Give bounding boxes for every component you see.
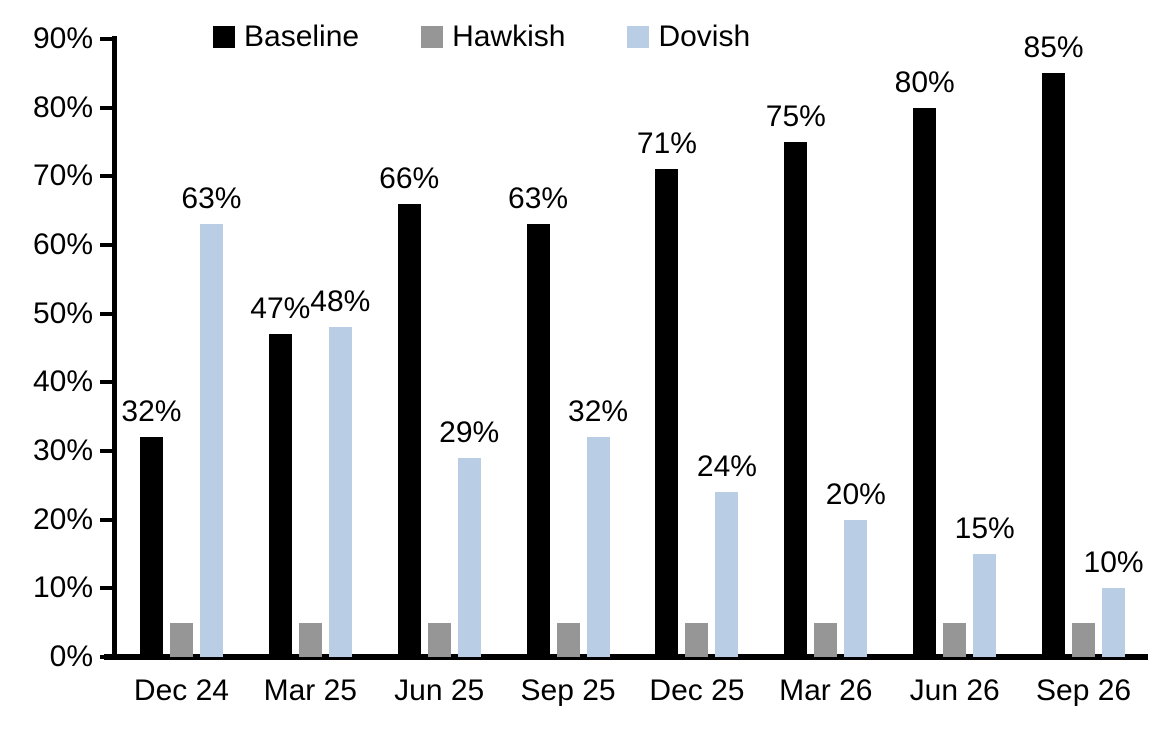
x-label-sep-26: Sep 26 bbox=[1036, 674, 1132, 707]
x-label-jun-25: Jun 25 bbox=[394, 674, 485, 707]
bar-baseline-jun-25: 66% bbox=[379, 162, 439, 657]
data-label-baseline-sep-25: 63% bbox=[508, 182, 569, 216]
x-label-dec-25: Dec 25 bbox=[649, 674, 745, 707]
y-tick-label-50-: 50% bbox=[32, 296, 93, 330]
x-axis-line bbox=[104, 654, 1148, 660]
data-label-baseline-mar-26: 75% bbox=[765, 100, 826, 133]
bar-baseline-mar-26: 75% bbox=[766, 100, 826, 657]
bar-group-sep-26: 85% 10% bbox=[1019, 31, 1148, 657]
bar-group-mar-25: 47% 48% bbox=[246, 39, 375, 657]
legend-item-dovish: Dovish bbox=[627, 22, 750, 52]
data-label-dovish-sep-25: 32% bbox=[568, 395, 629, 429]
data-label-baseline-dec-25: 71% bbox=[636, 127, 697, 161]
y-tick-label-10-: 10% bbox=[32, 571, 93, 605]
y-tick-mark-90- bbox=[100, 37, 113, 41]
bar-baseline-dec-25: 71% bbox=[637, 127, 697, 657]
bar-baseline-sep-25: 63% bbox=[508, 182, 568, 657]
y-tick-label-80-: 80% bbox=[32, 90, 93, 124]
y-axis: 0% 10% 20% 30% 40% 50% 60% 70% 80% 90% bbox=[0, 22, 117, 673]
y-tick-label-40-: 40% bbox=[32, 365, 93, 399]
bar-dovish-mar-25: 48% bbox=[310, 285, 370, 657]
data-label-baseline-mar-25: 47% bbox=[250, 292, 311, 326]
bar-hawkish-sep-26 bbox=[1072, 622, 1096, 657]
y-tick-label-0-: 0% bbox=[49, 640, 93, 673]
bar-baseline-jun-26: 80% bbox=[895, 66, 955, 657]
y-axis-line bbox=[112, 36, 117, 658]
y-tick-mark-10- bbox=[100, 586, 113, 591]
data-label-baseline-jun-25: 66% bbox=[379, 161, 440, 195]
bar-dovish-jun-26: 15% bbox=[955, 512, 1015, 657]
bars-layer: 32% 63% 47% 48% 66% 29% 63% 32% 71% 24% 75% 20% 80% 1… bbox=[117, 31, 1148, 657]
legend: Baseline Hawkish Dovish bbox=[213, 22, 750, 52]
bar-baseline-mar-25: 47% bbox=[250, 292, 310, 657]
y-tick-mark-30- bbox=[100, 449, 113, 453]
y-tick-mark-80- bbox=[100, 105, 113, 110]
bar-group-dec-25: 71% 24% bbox=[633, 39, 762, 657]
plot-area: 32% 63% 47% 48% 66% 29% 63% 32% 71% 24% 75% 20% 80% 1… bbox=[117, 31, 1148, 657]
bar-dovish-dec-24: 63% bbox=[181, 182, 241, 657]
x-axis-labels: Dec 24 Mar 25 Jun 25 Sep 25 Dec 25 Mar 26 Jun … bbox=[117, 674, 1148, 708]
x-label-jun-26: Jun 26 bbox=[909, 674, 1000, 707]
x-label-mar-25: Mar 25 bbox=[263, 674, 357, 707]
bar-baseline-dec-24: 32% bbox=[121, 395, 181, 657]
legend-swatch-hawkish bbox=[421, 26, 444, 48]
bar-baseline-sep-26: 85% bbox=[1024, 31, 1084, 657]
x-label-sep-25: Sep 25 bbox=[520, 674, 616, 707]
legend-item-hawkish: Hawkish bbox=[421, 22, 565, 52]
y-tick-label-90-: 90% bbox=[32, 22, 93, 55]
data-label-dovish-dec-25: 24% bbox=[696, 450, 757, 484]
legend-item-baseline: Baseline bbox=[213, 22, 359, 52]
data-label-baseline-sep-26: 85% bbox=[1023, 31, 1084, 65]
legend-label-dovish: Dovish bbox=[658, 20, 751, 53]
y-tick-label-70-: 70% bbox=[32, 159, 93, 193]
bar-hawkish-dec-24 bbox=[169, 622, 193, 657]
y-tick-mark-50- bbox=[100, 311, 113, 316]
x-label-mar-26: Mar 26 bbox=[779, 674, 873, 707]
y-tick-mark-70- bbox=[100, 174, 113, 179]
bar-group-dec-24: 32% 63% bbox=[117, 39, 246, 657]
data-label-dovish-jun-26: 15% bbox=[954, 512, 1015, 545]
bar-hawkish-sep-25 bbox=[556, 622, 580, 657]
bar-group-jun-25: 66% 29% bbox=[375, 39, 504, 657]
bar-group-mar-26: 75% 20% bbox=[761, 39, 890, 657]
bar-dovish-dec-25: 24% bbox=[697, 450, 757, 657]
bar-hawkish-jun-26 bbox=[943, 622, 967, 657]
y-tick-label-20-: 20% bbox=[32, 502, 93, 536]
data-label-dovish-dec-24: 63% bbox=[181, 182, 242, 216]
bar-group-sep-25: 63% 32% bbox=[504, 39, 633, 657]
data-label-baseline-jun-26: 80% bbox=[894, 65, 955, 99]
data-label-dovish-jun-25: 29% bbox=[439, 415, 500, 449]
data-label-dovish-sep-26: 10% bbox=[1083, 546, 1144, 580]
bar-dovish-jun-25: 29% bbox=[439, 416, 499, 657]
y-tick-label-30-: 30% bbox=[32, 434, 93, 467]
legend-label-hawkish: Hawkish bbox=[452, 20, 566, 53]
data-label-baseline-dec-24: 32% bbox=[121, 395, 182, 429]
bar-dovish-mar-26: 20% bbox=[826, 478, 886, 657]
y-tick-mark-40- bbox=[100, 380, 113, 385]
legend-swatch-baseline bbox=[213, 26, 235, 48]
data-label-dovish-mar-25: 48% bbox=[310, 285, 371, 319]
bar-dovish-sep-25: 32% bbox=[568, 395, 628, 657]
x-label-dec-24: Dec 24 bbox=[133, 674, 229, 707]
y-tick-mark-20- bbox=[100, 517, 113, 522]
y-tick-label-60-: 60% bbox=[32, 228, 93, 261]
legend-swatch-dovish bbox=[627, 26, 650, 48]
bar-group-jun-26: 80% 15% bbox=[890, 39, 1019, 657]
bar-dovish-sep-26: 10% bbox=[1084, 546, 1144, 657]
legend-label-baseline: Baseline bbox=[244, 20, 360, 53]
y-tick-mark-60- bbox=[100, 243, 113, 247]
bar-hawkish-dec-25 bbox=[685, 622, 709, 657]
bar-hawkish-jun-25 bbox=[427, 622, 451, 657]
bar-hawkish-mar-26 bbox=[814, 622, 838, 657]
data-label-dovish-mar-26: 20% bbox=[825, 477, 886, 511]
bar-hawkish-mar-25 bbox=[298, 622, 322, 657]
